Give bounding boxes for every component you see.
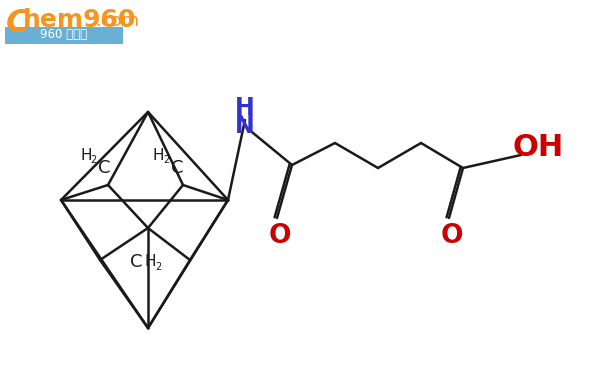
Text: O: O (441, 223, 463, 249)
Text: 2: 2 (155, 262, 162, 272)
Text: H: H (153, 147, 165, 162)
Text: O: O (269, 223, 291, 249)
Text: .com: .com (95, 12, 139, 30)
Text: H: H (80, 147, 91, 162)
Text: H: H (235, 96, 255, 120)
Text: OH: OH (512, 132, 564, 162)
Text: hem960: hem960 (23, 8, 136, 32)
FancyBboxPatch shape (5, 27, 123, 44)
Text: N: N (235, 114, 255, 138)
Text: H: H (144, 255, 155, 270)
Text: C: C (130, 253, 143, 271)
Text: C: C (171, 159, 183, 177)
Text: 960 化工网: 960 化工网 (41, 28, 88, 41)
Text: 2: 2 (90, 155, 96, 165)
Text: 2: 2 (163, 155, 169, 165)
Text: C: C (6, 8, 30, 39)
Text: C: C (98, 159, 111, 177)
